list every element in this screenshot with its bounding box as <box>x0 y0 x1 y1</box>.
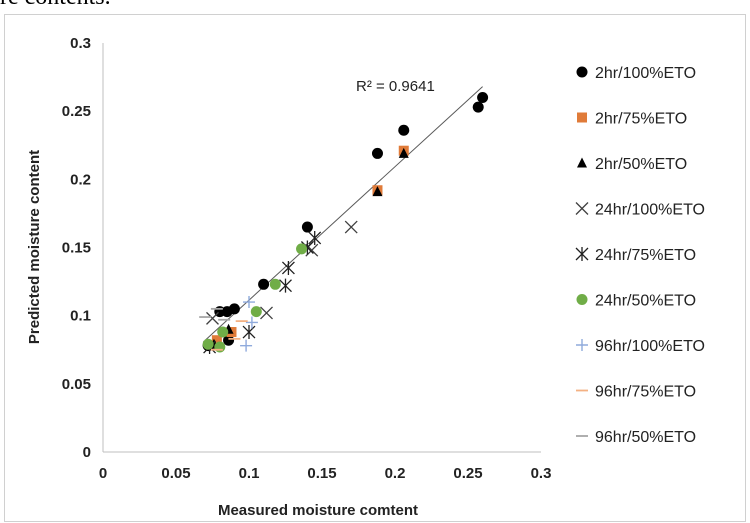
page-top-text: re contents. <box>0 0 111 11</box>
data-point <box>214 341 226 353</box>
legend-label: 24hr/50%ETO <box>595 293 696 310</box>
y-tick-label: 0.3 <box>70 35 91 52</box>
legend-item: 24hr/75%ETO <box>575 247 696 264</box>
legend-marker-icon <box>577 157 587 168</box>
legend-label: 24hr/75%ETO <box>595 247 696 264</box>
data-point <box>371 147 383 159</box>
data-point <box>398 124 410 136</box>
series-group <box>210 320 248 351</box>
legend-marker-icon <box>577 112 587 123</box>
data-point <box>279 278 292 293</box>
x-tick-label: 0.1 <box>239 465 260 482</box>
data-point <box>245 316 258 329</box>
legend-label: 2hr/75%ETO <box>595 111 687 128</box>
legend-item: 24hr/100%ETO <box>575 202 705 219</box>
legend-label: 24hr/100%ETO <box>595 202 705 219</box>
data-point <box>206 311 219 325</box>
x-tick-label: 0.3 <box>531 465 552 482</box>
legend-label: 2hr/50%ETO <box>595 156 687 173</box>
series-group <box>199 307 231 321</box>
data-point <box>260 306 273 320</box>
data-point <box>211 335 222 346</box>
x-tick-label: 0.25 <box>453 465 482 482</box>
legend-marker-icon <box>575 247 589 261</box>
legend-marker-icon <box>576 66 588 78</box>
data-point <box>296 243 308 255</box>
data-point <box>202 338 214 350</box>
y-tick-label: 0.2 <box>70 171 91 188</box>
data-point <box>250 306 262 318</box>
data-point <box>477 92 489 104</box>
y-tick-label: 0.25 <box>62 103 91 120</box>
x-tick-label: 0.05 <box>161 465 190 482</box>
data-point <box>243 296 255 309</box>
data-point <box>217 326 229 338</box>
data-point <box>223 334 235 346</box>
legend-item: 2hr/100%ETO <box>576 65 696 82</box>
legend-marker-icon <box>576 339 588 351</box>
legend: 2hr/100%ETO 2hr/75%ETO 2hr/50%ETO 24hr/100%… <box>575 65 705 446</box>
series-group <box>240 296 258 352</box>
x-axis-title: Measured moisture comtent <box>218 502 418 519</box>
y-axis-title: Predicted moisture content <box>26 150 43 344</box>
y-tick-label: 0.05 <box>62 376 91 393</box>
legend-item: 96hr/50%ETO <box>576 429 696 446</box>
data-point <box>240 339 253 352</box>
chart-container: 0 0.05 0.1 0.15 0.2 0.25 0.3 0 0.05 0.1 0.15 0.2 0.… <box>4 14 746 522</box>
legend-item: 96hr/100%ETO <box>576 338 705 355</box>
data-point <box>344 220 358 234</box>
data-points <box>199 92 489 355</box>
legend-marker-icon <box>575 202 589 215</box>
legend-item: 2hr/75%ETO <box>577 111 687 128</box>
legend-item: 24hr/50%ETO <box>576 293 696 310</box>
y-tick-label: 0 <box>83 444 91 461</box>
legend-label: 96hr/50%ETO <box>595 429 696 446</box>
x-tick-labels: 0 0.05 0.1 0.15 0.2 0.25 0.3 <box>99 465 552 482</box>
legend-item: 96hr/75%ETO <box>576 384 696 401</box>
data-point <box>472 101 484 113</box>
data-point <box>398 147 409 158</box>
x-tick-label: 0 <box>99 465 107 482</box>
data-point <box>269 278 281 290</box>
x-tick-label: 0.15 <box>307 465 336 482</box>
y-tick-label: 0.1 <box>70 308 91 325</box>
data-point <box>228 303 240 315</box>
legend-item: 2hr/50%ETO <box>577 156 687 173</box>
scatter-chart: 0 0.05 0.1 0.15 0.2 0.25 0.3 0 0.05 0.1 0.15 0.2 0.… <box>26 35 705 519</box>
legend-label: 96hr/100%ETO <box>595 338 705 355</box>
x-tick-label: 0.2 <box>385 465 406 482</box>
y-tick-label: 0.15 <box>62 240 91 257</box>
data-point <box>242 325 256 340</box>
r-squared-annotation: R² = 0.9641 <box>356 78 435 95</box>
data-point <box>281 260 295 275</box>
legend-label: 2hr/100%ETO <box>595 65 696 82</box>
data-point <box>308 230 322 245</box>
y-tick-labels: 0 0.05 0.1 0.15 0.2 0.25 0.3 <box>62 35 91 461</box>
data-point <box>301 221 313 233</box>
legend-marker-icon <box>576 294 588 305</box>
series-group <box>203 230 322 355</box>
trendline <box>204 86 483 341</box>
data-point <box>372 186 383 197</box>
series-group <box>206 220 358 325</box>
legend-label: 96hr/75%ETO <box>595 384 696 401</box>
data-point <box>258 278 270 290</box>
